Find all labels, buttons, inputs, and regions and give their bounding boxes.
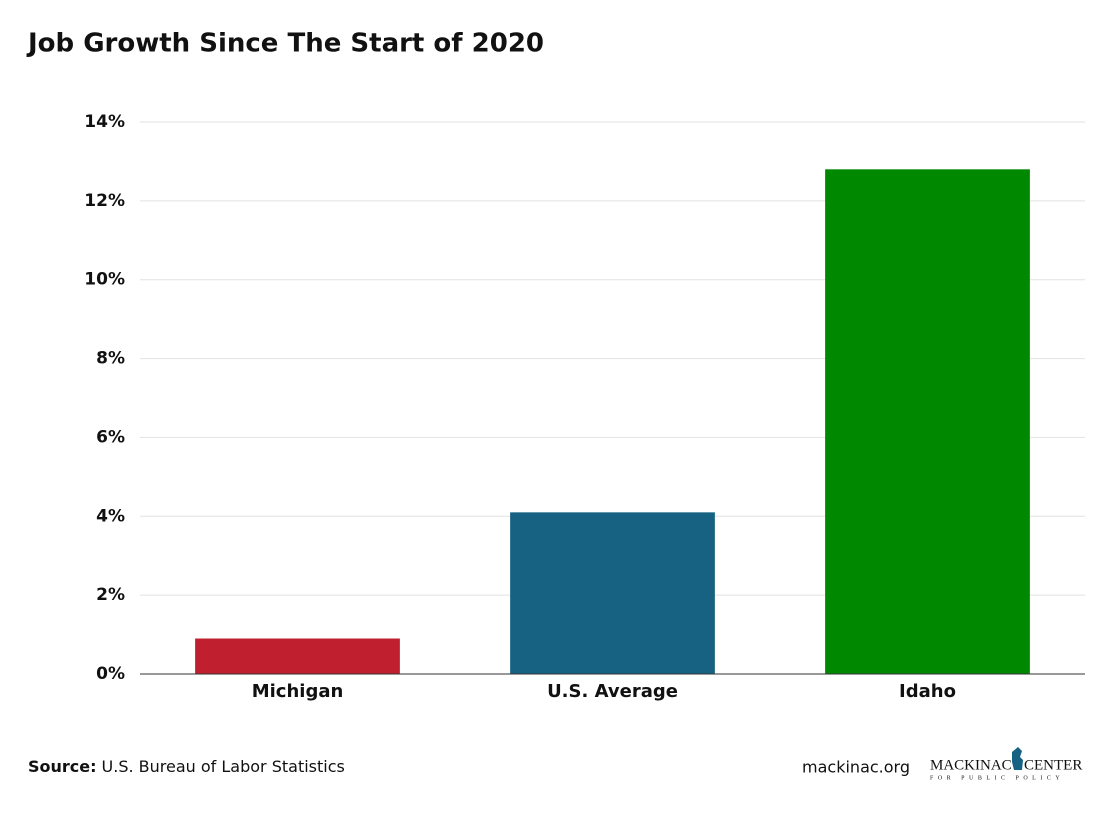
y-tick-label: 10% — [84, 270, 125, 290]
x-tick-label: Michigan — [252, 681, 344, 702]
logo-tagline: FOR PUBLIC POLICY — [930, 775, 1064, 781]
y-tick-label: 2% — [96, 585, 125, 605]
website: mackinac.org — [802, 758, 910, 777]
source-text: U.S. Bureau of Labor Statistics — [102, 757, 345, 776]
logo-left: MACKINAC — [930, 757, 1012, 773]
y-tick-label: 6% — [96, 427, 125, 447]
x-tick-label: Idaho — [899, 681, 956, 702]
bar — [195, 638, 400, 674]
bar — [510, 512, 715, 674]
logo-icon — [1012, 747, 1023, 770]
chart-title: Job Growth Since The Start of 2020 — [26, 29, 544, 59]
logo: MACKINAC CENTER FOR PUBLIC POLICY — [930, 747, 1082, 781]
y-tick-label: 0% — [96, 664, 125, 684]
logo-right: CENTER — [1024, 757, 1082, 773]
y-tick-label: 14% — [84, 112, 125, 132]
x-tick-label: U.S. Average — [547, 681, 678, 702]
y-tick-label: 8% — [96, 349, 125, 369]
source: Source: U.S. Bureau of Labor Statistics — [28, 757, 345, 776]
y-tick-label: 12% — [84, 191, 125, 211]
source-label: Source: — [28, 757, 97, 776]
y-tick-label: 4% — [96, 506, 125, 526]
bar — [825, 169, 1030, 675]
